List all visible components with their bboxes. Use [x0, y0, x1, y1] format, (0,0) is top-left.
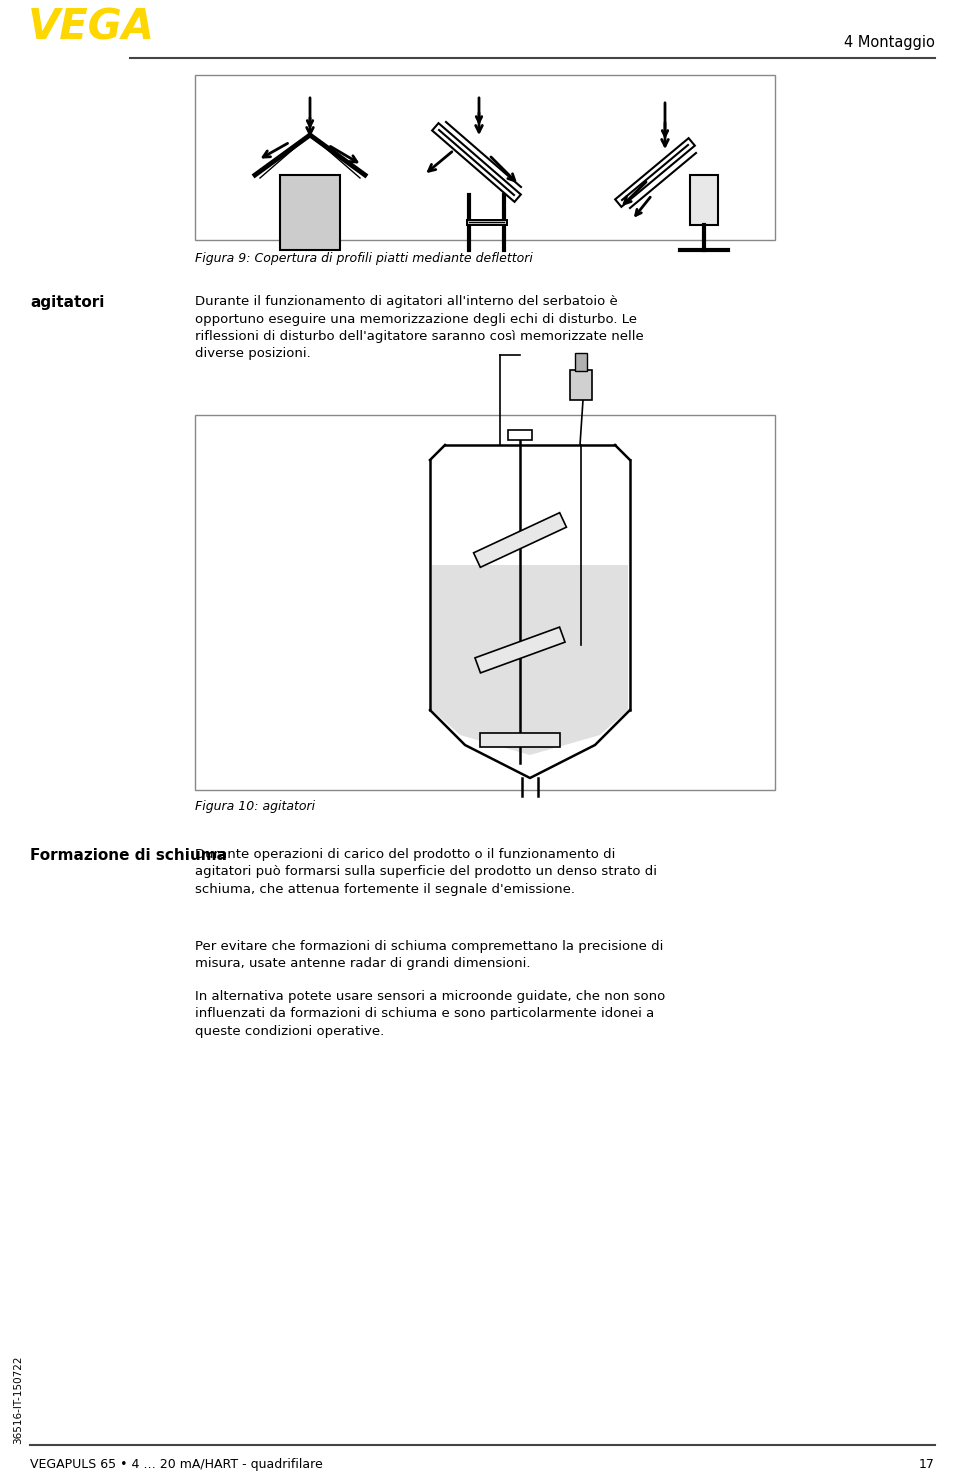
- Text: Figura 9: Copertura di profili piatti mediante deflettori: Figura 9: Copertura di profili piatti me…: [195, 252, 533, 266]
- Bar: [195, 415, 775, 790]
- Text: 4 Montaggio: 4 Montaggio: [844, 34, 935, 50]
- Polygon shape: [480, 734, 560, 747]
- Text: agitatori: agitatori: [30, 295, 105, 310]
- Text: 36516-IT-150722: 36516-IT-150722: [13, 1356, 23, 1444]
- Polygon shape: [432, 565, 628, 756]
- Polygon shape: [475, 627, 565, 673]
- Bar: [508, 430, 532, 440]
- Text: In alternativa potete usare sensori a microonde guidate, che non sono
influenzat: In alternativa potete usare sensori a mi…: [195, 990, 665, 1038]
- Bar: [575, 353, 587, 370]
- Bar: [280, 176, 340, 249]
- Polygon shape: [473, 512, 566, 567]
- Bar: [570, 370, 592, 400]
- Text: Durante il funzionamento di agitatori all'interno del serbatoio è
opportuno eseg: Durante il funzionamento di agitatori al…: [195, 295, 644, 360]
- Text: VEGA: VEGA: [28, 7, 155, 49]
- Text: Figura 10: agitatori: Figura 10: agitatori: [195, 800, 315, 813]
- Bar: [690, 176, 718, 224]
- Text: VEGAPULS 65 • 4 … 20 mA/HART - quadrifilare: VEGAPULS 65 • 4 … 20 mA/HART - quadrifil…: [30, 1458, 323, 1472]
- Text: Formazione di schiuma: Formazione di schiuma: [30, 849, 227, 863]
- Text: Per evitare che formazioni di schiuma compremettano la precisione di
misura, usa: Per evitare che formazioni di schiuma co…: [195, 940, 663, 971]
- Bar: [195, 75, 775, 241]
- Text: 17: 17: [919, 1458, 935, 1472]
- Text: Durante operazioni di carico del prodotto o il funzionamento di
agitatori può fo: Durante operazioni di carico del prodott…: [195, 849, 657, 896]
